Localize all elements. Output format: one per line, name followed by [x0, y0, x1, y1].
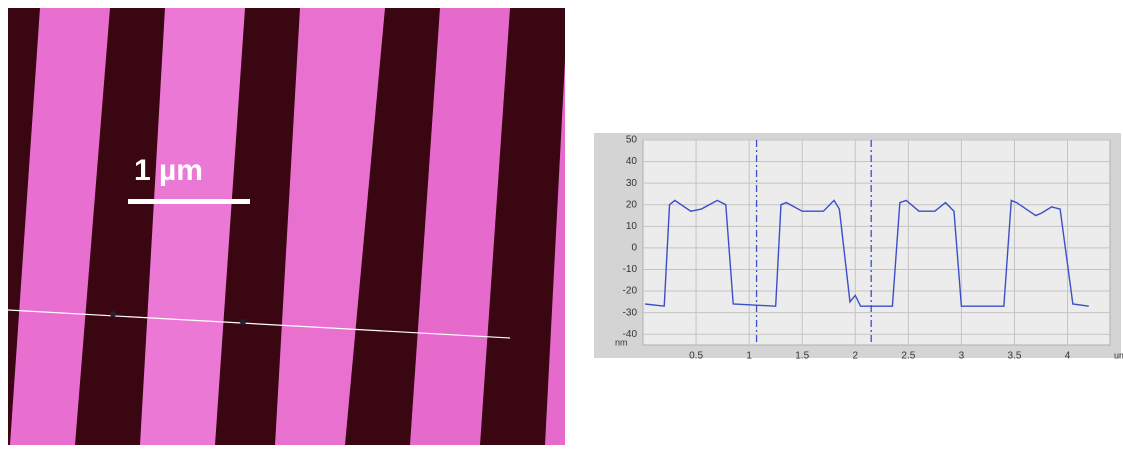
scale-bar-label: 1 µm: [134, 154, 203, 187]
stripe: [140, 8, 245, 445]
x-tick-label: 3: [959, 351, 965, 362]
stripe: [410, 8, 510, 445]
y-tick-label: 0: [631, 243, 637, 254]
profile-line: [645, 199, 1089, 307]
x-tick-label: 0.5: [689, 351, 703, 362]
profile-line: [7, 309, 511, 339]
stripe: [275, 8, 385, 445]
x-tick-label: 1.5: [795, 351, 809, 362]
cursor-dot: [110, 311, 116, 317]
afm-image: 1 µm: [7, 8, 565, 445]
stripe: [545, 60, 565, 445]
x-tick-label: 3.5: [1008, 351, 1022, 362]
x-unit-label: um: [1114, 350, 1123, 360]
profile-chart: -40 -30 -20 -10 0 10 20 30 40 50 0.5 1 1.5 2 2.5 3 3.5 4 n…: [594, 133, 1123, 362]
y-tick-label: 30: [626, 178, 638, 189]
y-unit-label: nm: [615, 337, 628, 347]
y-tick-label: -10: [623, 264, 638, 275]
x-tick-label: 2.5: [901, 351, 915, 362]
x-tick-label: 2: [852, 351, 858, 362]
y-tick-label: 40: [626, 156, 638, 167]
x-tick-label: 4: [1065, 351, 1071, 362]
y-tick-label: 50: [626, 135, 638, 146]
y-tick-label: 20: [626, 199, 638, 210]
y-tick-label: -30: [623, 307, 638, 318]
plot-area: [642, 139, 1111, 346]
x-tick-label: 1: [746, 351, 752, 362]
scale-bar: [128, 199, 250, 204]
cursor-dot: [240, 319, 246, 325]
y-tick-label: -40: [623, 329, 638, 340]
y-tick-label: -20: [623, 286, 638, 297]
y-tick-label: 10: [626, 221, 638, 232]
stripe: [10, 8, 110, 445]
